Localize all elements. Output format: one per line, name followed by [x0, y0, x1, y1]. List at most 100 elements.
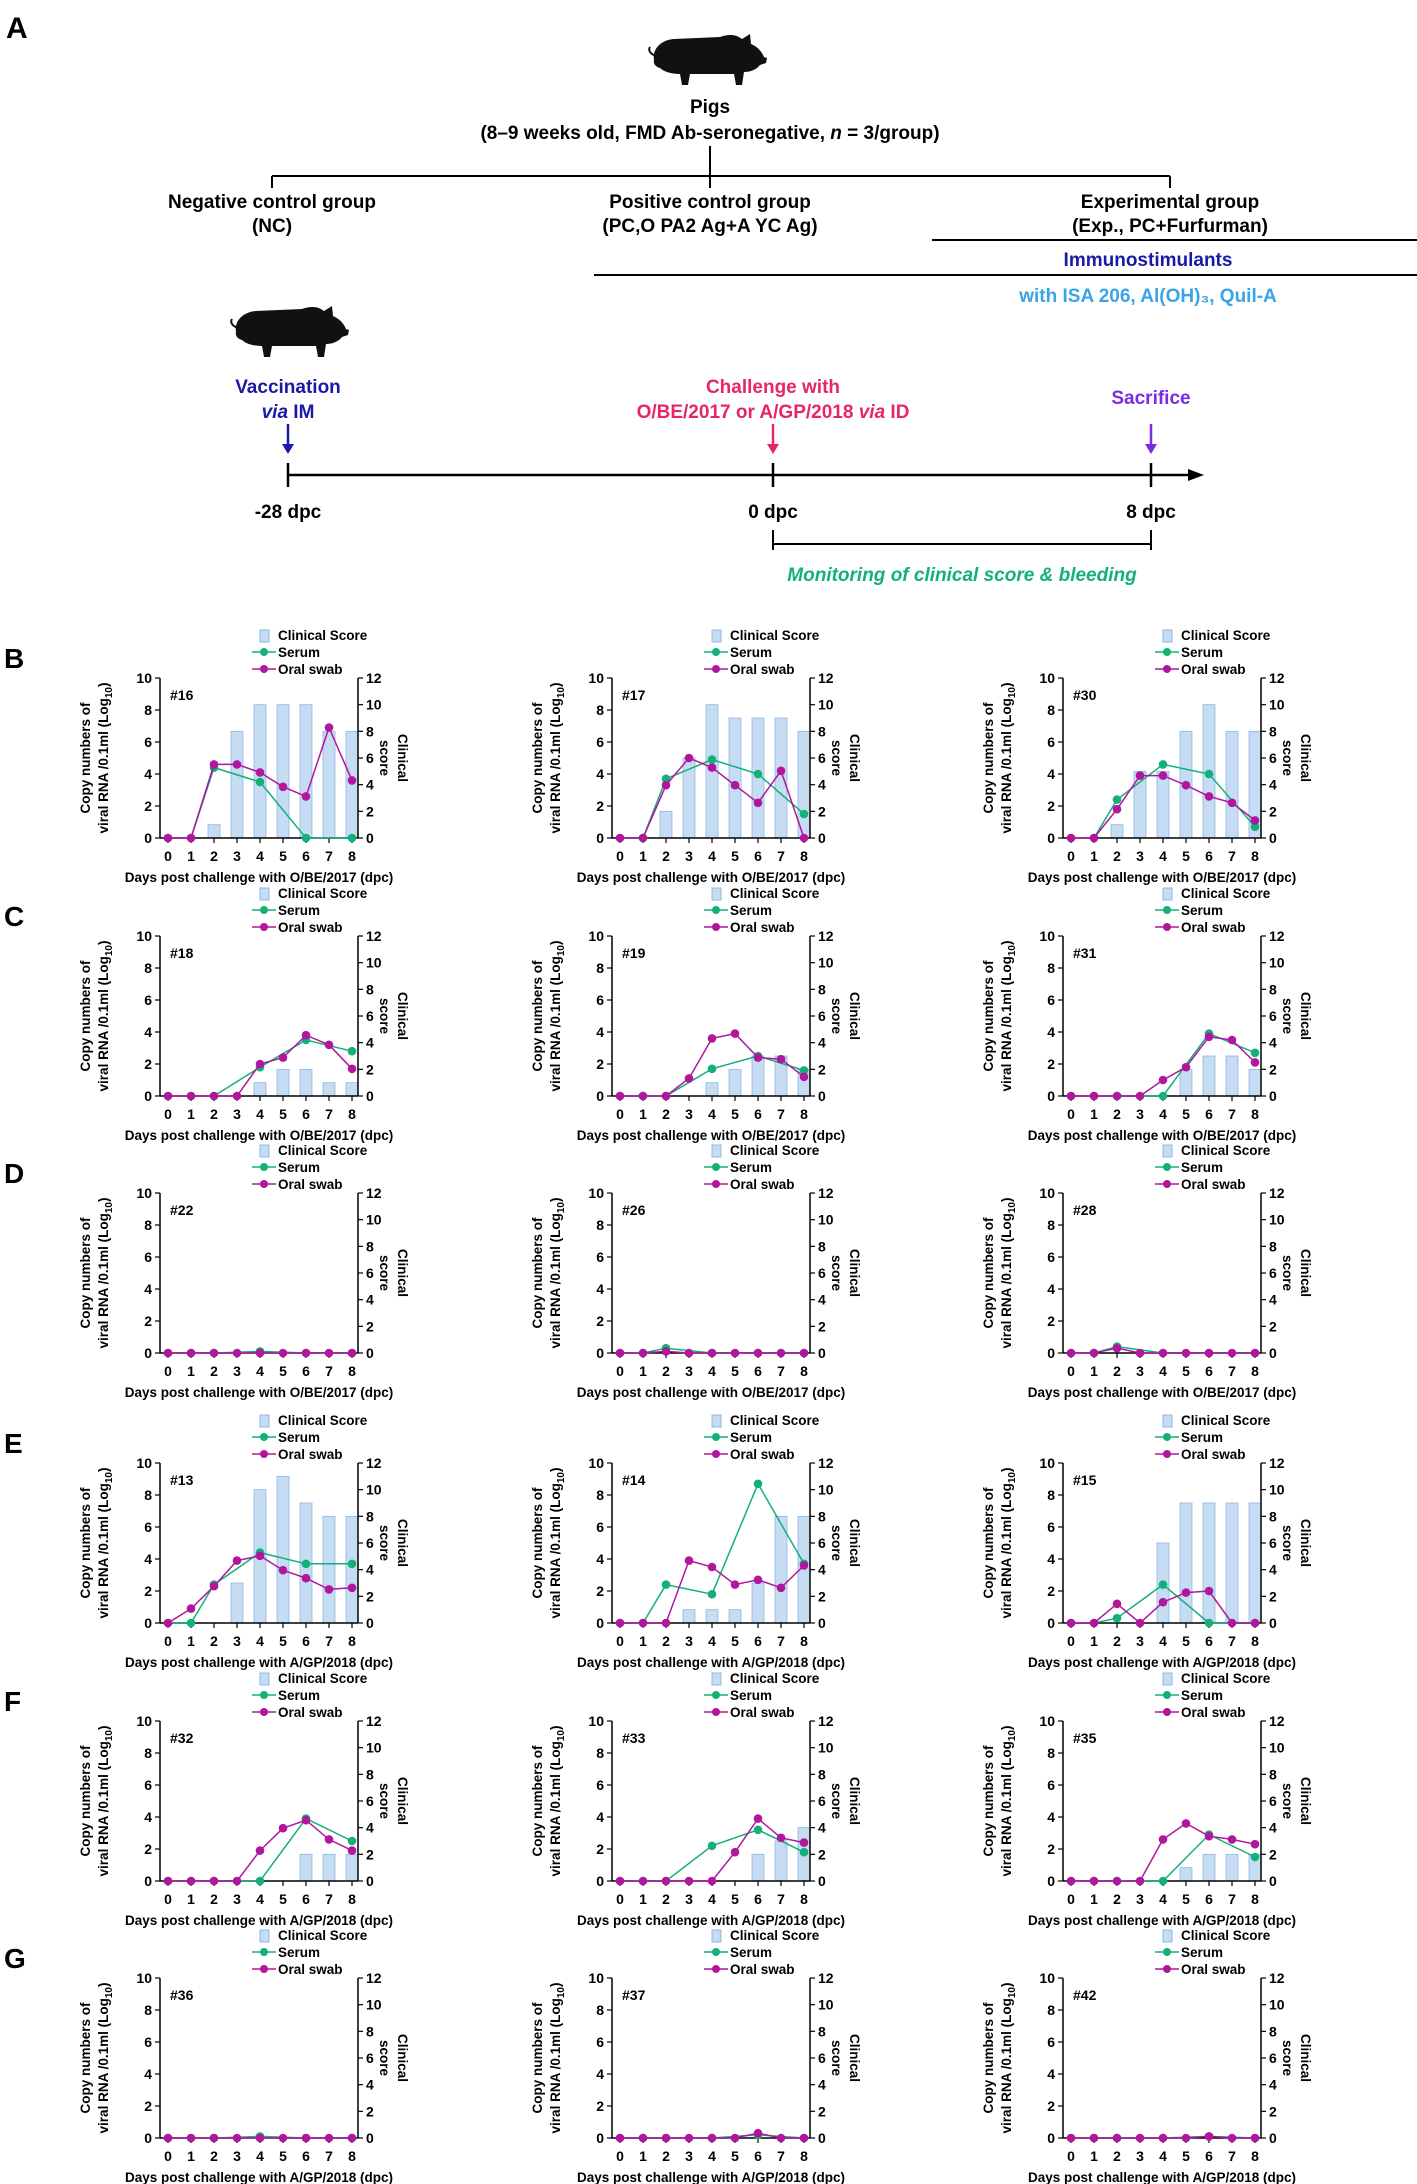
y2-tick-label: 4 — [818, 1562, 826, 1578]
y-tick-label: 2 — [1047, 1583, 1055, 1599]
x-axis-label: Days post challenge with O/BE/2017 (dpc) — [1028, 870, 1297, 885]
x-tick-label: 5 — [279, 1106, 287, 1122]
x-tick-label: 1 — [187, 2148, 195, 2164]
legend-serum: Serum — [1181, 1945, 1223, 1960]
y-tick-label: 8 — [1047, 1217, 1055, 1233]
x-tick-label: 3 — [1136, 2148, 1144, 2164]
oral-swab-point — [730, 1847, 740, 1857]
y-tick-label: 8 — [1047, 1745, 1055, 1761]
x-tick-label: 8 — [1251, 2148, 1259, 2164]
y-tick-label: 10 — [1039, 1713, 1055, 1729]
legend-oral-marker — [712, 923, 720, 931]
oral-swab-point — [799, 1072, 809, 1082]
y-tick-label: 6 — [144, 1519, 152, 1535]
y2-tick-label: 0 — [818, 830, 826, 846]
x-tick-label: 6 — [302, 848, 310, 864]
x-tick-label: 8 — [348, 1106, 356, 1122]
x-tick-label: 1 — [639, 1106, 647, 1122]
x-tick-label: 7 — [777, 1106, 785, 1122]
y-axis-label: Copy numbers of viral RNA /0.1ml (Log10) — [78, 1983, 115, 2134]
oral-swab-point — [163, 1618, 173, 1628]
oral-swab-point — [1227, 1035, 1237, 1045]
y2-tick-label: 2 — [1269, 1846, 1277, 1862]
x-tick-label: 0 — [164, 1891, 172, 1907]
animal-id: #31 — [1073, 945, 1097, 961]
y-tick-label: 4 — [144, 1281, 152, 1297]
oral-swab-point — [684, 1556, 694, 1565]
x-tick-label: 6 — [754, 2148, 762, 2164]
x-tick-label: 7 — [777, 1363, 785, 1379]
x-tick-label: 8 — [800, 848, 808, 864]
oral-swab-point — [661, 1091, 671, 1101]
y2-tick-label: 4 — [1269, 1820, 1277, 1836]
y-axis-label: Copy numbers of viral RNA /0.1ml (Log10) — [530, 1198, 567, 1349]
y-tick-label: 4 — [1047, 2066, 1055, 2082]
x-tick-label: 2 — [1113, 1633, 1121, 1649]
y-tick-label: 10 — [136, 1970, 152, 1986]
animal-id: #33 — [622, 1730, 646, 1746]
y-tick-label: 8 — [1047, 1487, 1055, 1503]
y-tick-label: 8 — [596, 2002, 604, 2018]
oral-swab-point — [186, 1091, 196, 1101]
x-tick-label: 5 — [1182, 1363, 1190, 1379]
x-tick-label: 6 — [1205, 2148, 1213, 2164]
y-tick-label: 4 — [144, 2066, 152, 2082]
clinical-score-bar — [1225, 730, 1239, 839]
y2-tick-label: 12 — [818, 1185, 834, 1201]
vaccination-arrow-head — [282, 444, 294, 454]
serum-point — [301, 833, 311, 843]
serum-point — [753, 769, 763, 779]
y2-tick-label: 2 — [1269, 1061, 1277, 1077]
y-tick-label: 10 — [1039, 1185, 1055, 1201]
y-tick-label: 4 — [144, 766, 152, 782]
oral-swab-point — [1227, 1348, 1237, 1358]
x-tick-label: 4 — [1159, 1106, 1167, 1122]
clinical-score-bar — [728, 1068, 742, 1097]
y-tick-label: 0 — [144, 830, 152, 846]
x-tick-label: 8 — [1251, 1891, 1259, 1907]
x-axis-label: Days post challenge with A/GP/2018 (dpc) — [125, 1655, 393, 1670]
y-tick-label: 2 — [596, 798, 604, 814]
x-axis-label: Days post challenge with A/GP/2018 (dpc) — [125, 1913, 393, 1928]
y-tick-label: 8 — [596, 702, 604, 718]
x-tick-label: 5 — [1182, 2148, 1190, 2164]
y-axis-label: Copy numbers of viral RNA /0.1ml (Log10) — [981, 1198, 1018, 1349]
y2-tick-label: 8 — [1269, 2023, 1277, 2039]
x-axis-label: Days post challenge with O/BE/2017 (dpc) — [125, 1128, 394, 1143]
y2-tick-label: 2 — [366, 1588, 374, 1604]
y-tick-label: 0 — [596, 1088, 604, 1104]
legend-oral: Oral swab — [730, 1447, 795, 1462]
y-tick-label: 6 — [596, 734, 604, 750]
legend-clinical: Clinical Score — [730, 1143, 820, 1158]
y2-axis-label: Clinicalscore — [377, 992, 410, 1040]
y-tick-label: 8 — [144, 2002, 152, 2018]
timeline-arrow-head — [1188, 469, 1204, 481]
clinical-score-bar — [1225, 1853, 1239, 1882]
y-tick-label: 0 — [1047, 1345, 1055, 1361]
oral-swab-point — [1204, 2132, 1214, 2141]
legend-clinical: Clinical Score — [1181, 1928, 1271, 1943]
oral-swab-point — [799, 1838, 809, 1847]
animal-detail: (8–9 weeks old, FMD Ab-seronegative, n =… — [480, 123, 939, 144]
legend-clinical-swatch — [711, 1672, 722, 1686]
y-tick-label: 6 — [1047, 1519, 1055, 1535]
oral-swab-point — [638, 1348, 648, 1358]
animal-id: #32 — [170, 1730, 194, 1746]
oral-swab-point — [753, 2128, 763, 2138]
clinical-score-bar — [299, 1853, 313, 1882]
oral-swab-point — [1089, 1091, 1099, 1101]
x-tick-label: 4 — [708, 1106, 716, 1122]
x-tick-label: 0 — [616, 848, 624, 864]
x-tick-label: 1 — [187, 1633, 195, 1649]
x-tick-label: 4 — [256, 1106, 264, 1122]
legend-serum-marker — [260, 1691, 268, 1699]
x-tick-label: 7 — [777, 2148, 785, 2164]
legend-clinical: Clinical Score — [278, 628, 368, 643]
oral-swab-point — [301, 2133, 311, 2143]
y-tick-label: 2 — [1047, 1841, 1055, 1857]
panel-label-e: E — [4, 1428, 23, 1459]
